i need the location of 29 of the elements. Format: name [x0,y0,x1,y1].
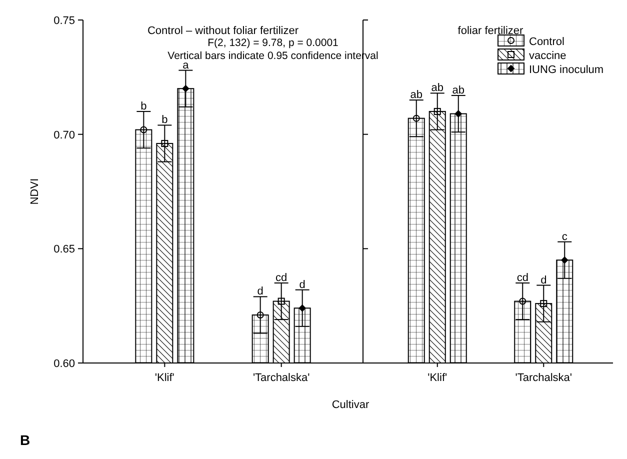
data-label: d [299,278,306,291]
data-label: ab [452,84,464,96]
data-label: cd [516,272,528,284]
y-tick-label: 0.75 [54,15,75,27]
legend-label: IUNG inoculum [529,64,604,76]
data-label: ab [431,82,444,94]
data-label: b [140,100,147,112]
x-axis-title: Cultivar [332,399,370,411]
legend-label: vaccine [529,50,566,62]
chart-title: foliar fertilizer [458,25,524,37]
data-label: cd [276,272,288,284]
annotation: F(2, 132) = 9.78, p = 0.0001 [208,37,339,49]
data-label: a [182,59,190,72]
data-label: d [540,274,547,286]
y-tick-label: 0.60 [54,358,75,370]
data-label: d [257,286,264,298]
data-label: b [162,114,168,126]
y-axis-title: NDVI [29,178,41,205]
x-tick-label: 'Klif' [428,372,448,384]
data-label: ab [410,89,422,102]
y-tick-label: 0.65 [54,244,75,256]
x-tick-label: 'Tarchalska' [515,372,572,384]
legend-label: Control [529,36,564,48]
chart-title: Control – without foliar fertilizer [147,25,299,37]
x-tick-label: 'Klif' [154,372,174,384]
x-tick-label: 'Tarchalska' [252,372,310,384]
y-tick-label: 0.70 [54,129,75,142]
text: B [20,432,30,448]
data-label: c [562,230,568,243]
